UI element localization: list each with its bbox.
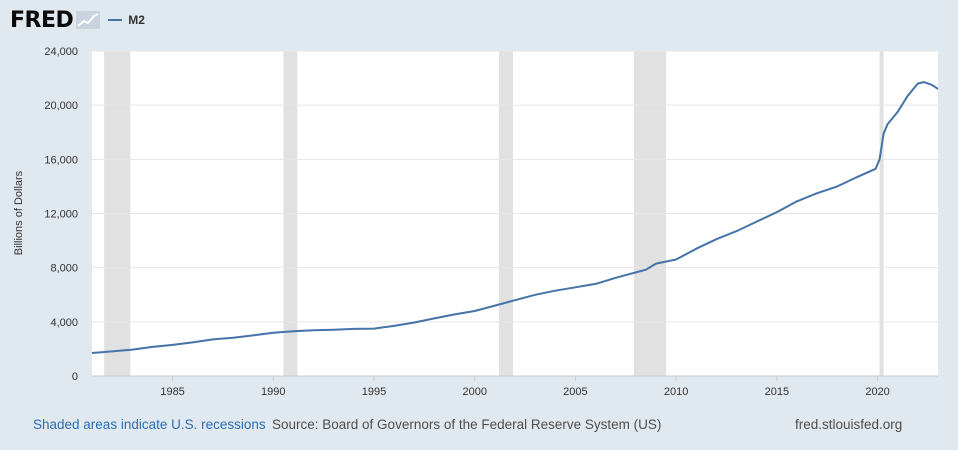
legend-swatch-m2 <box>108 19 123 21</box>
y-tick-label-1: 4,000 <box>50 317 78 329</box>
site-link[interactable]: fred.stlouisfed.org <box>795 417 903 432</box>
y-tick-label-4: 16,000 <box>44 154 78 166</box>
legend: M2 <box>108 13 145 27</box>
x-tick-label-2: 1995 <box>362 386 386 398</box>
y-tick-label-6: 24,000 <box>44 46 78 58</box>
y-axis-label: Billions of Dollars <box>13 170 25 255</box>
legend-label-m2: M2 <box>128 13 145 27</box>
x-tick-label-3: 2000 <box>462 386 486 398</box>
y-tick-label-2: 8,000 <box>50 263 78 275</box>
fred-logo[interactable]: FRED <box>10 7 74 33</box>
m2-line-chart[interactable]: 0 4,000 8,000 12,000 16,000 20,000 24,000 1985… <box>0 40 958 400</box>
recession-note-link[interactable]: Shaded areas indicate U.S. recessions <box>33 417 266 432</box>
source-note: Source: Board of Governors of the Federa… <box>272 417 662 432</box>
header: FRED M2 <box>10 6 145 34</box>
y-tick-label-5: 20,000 <box>44 100 78 112</box>
series-line-m2[interactable] <box>91 81 939 354</box>
x-tick-label-0: 1985 <box>160 386 184 398</box>
x-tick-label-6: 2015 <box>765 386 789 398</box>
y-tick-label-3: 12,000 <box>44 209 78 221</box>
y-tick-label-0: 0 <box>72 371 78 383</box>
x-tick-label-7: 2020 <box>865 386 889 398</box>
fred-graph-icon <box>76 11 101 29</box>
x-tick-label-1: 1990 <box>261 386 285 398</box>
x-tick-label-4: 2005 <box>563 386 587 398</box>
x-tick-label-5: 2010 <box>664 386 688 398</box>
